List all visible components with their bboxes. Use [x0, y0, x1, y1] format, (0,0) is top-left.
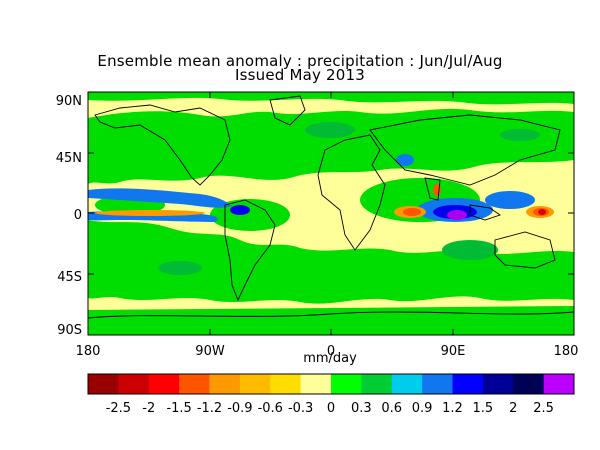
y-axis — [88, 91, 574, 336]
colorbar-swatch — [482, 374, 514, 394]
colorbar-swatch — [209, 374, 241, 394]
colorbar-swatch — [543, 374, 575, 394]
colorbar-label: -0.6 — [258, 401, 283, 416]
y-tick-label: 90N — [56, 94, 82, 109]
colorbar-swatch — [239, 374, 271, 394]
y-tick-label: 90S — [57, 323, 82, 338]
colorbar-label: 1.2 — [442, 401, 463, 416]
colorbar-swatch — [88, 374, 119, 394]
coastlines — [88, 95, 574, 319]
colorbar-swatches — [88, 374, 575, 394]
colorbar-label: 0.6 — [381, 401, 402, 416]
colorbar-label: 0 — [327, 401, 335, 416]
x-tick-label: 180 — [76, 344, 101, 359]
y-tick-label: 45S — [57, 270, 82, 285]
colorbar-label: 0.3 — [351, 401, 372, 416]
colorbar-label: -1.5 — [166, 401, 191, 416]
x-tick-label: 90E — [441, 344, 466, 359]
colorbar-swatch — [513, 374, 545, 394]
colorbar-label: 1.5 — [473, 401, 494, 416]
x-axis — [87, 92, 575, 335]
units-label: mm/day — [303, 351, 357, 366]
colorbar-swatch — [300, 374, 332, 394]
colorbar-swatch — [422, 374, 453, 394]
colorbar-swatch — [179, 374, 210, 394]
x-tick-label: 180 — [554, 344, 579, 359]
colorbar-swatch — [270, 374, 302, 394]
colorbar-label: -2 — [142, 401, 155, 416]
chart-title-line2: Issued May 2013 — [234, 66, 366, 84]
colorbar-label: -1.2 — [197, 401, 222, 416]
colorbar-swatch — [452, 374, 484, 394]
y-tick-label: 0 — [74, 208, 82, 223]
colorbar-swatch — [118, 374, 150, 394]
colorbar-label: -0.9 — [227, 401, 252, 416]
wet-anomaly-extreme — [447, 210, 467, 220]
colorbar-swatch — [148, 374, 180, 394]
colorbar-labels: -2.5 -2 -1.5 -1.2 -0.9 -0.6 -0.3 0 0.3 0.6 0.9 1.2 1… — [106, 401, 554, 416]
chart-title-line1: Ensemble mean anomaly : precipitation : … — [97, 52, 503, 70]
colorbar-swatch — [331, 374, 362, 394]
colorbar-label: -2.5 — [106, 401, 131, 416]
anomaly-field — [88, 92, 574, 335]
wet-anomaly-medium — [158, 122, 540, 275]
colorbar-label: 2 — [509, 401, 517, 416]
colorbar-swatch — [391, 374, 423, 394]
dry-anomaly-strong — [538, 209, 546, 215]
x-tick-label: 0 — [327, 344, 335, 359]
colorbar-label: -0.3 — [288, 401, 313, 416]
colorbar-label: 2.5 — [533, 401, 554, 416]
dry-anomaly-light — [95, 206, 554, 218]
colorbar-swatch — [361, 374, 393, 394]
x-tick-label: 90W — [195, 344, 225, 359]
colorbar-frame — [87, 373, 575, 395]
colorbar-label: 0.9 — [412, 401, 433, 416]
y-tick-label: 45N — [56, 151, 82, 166]
